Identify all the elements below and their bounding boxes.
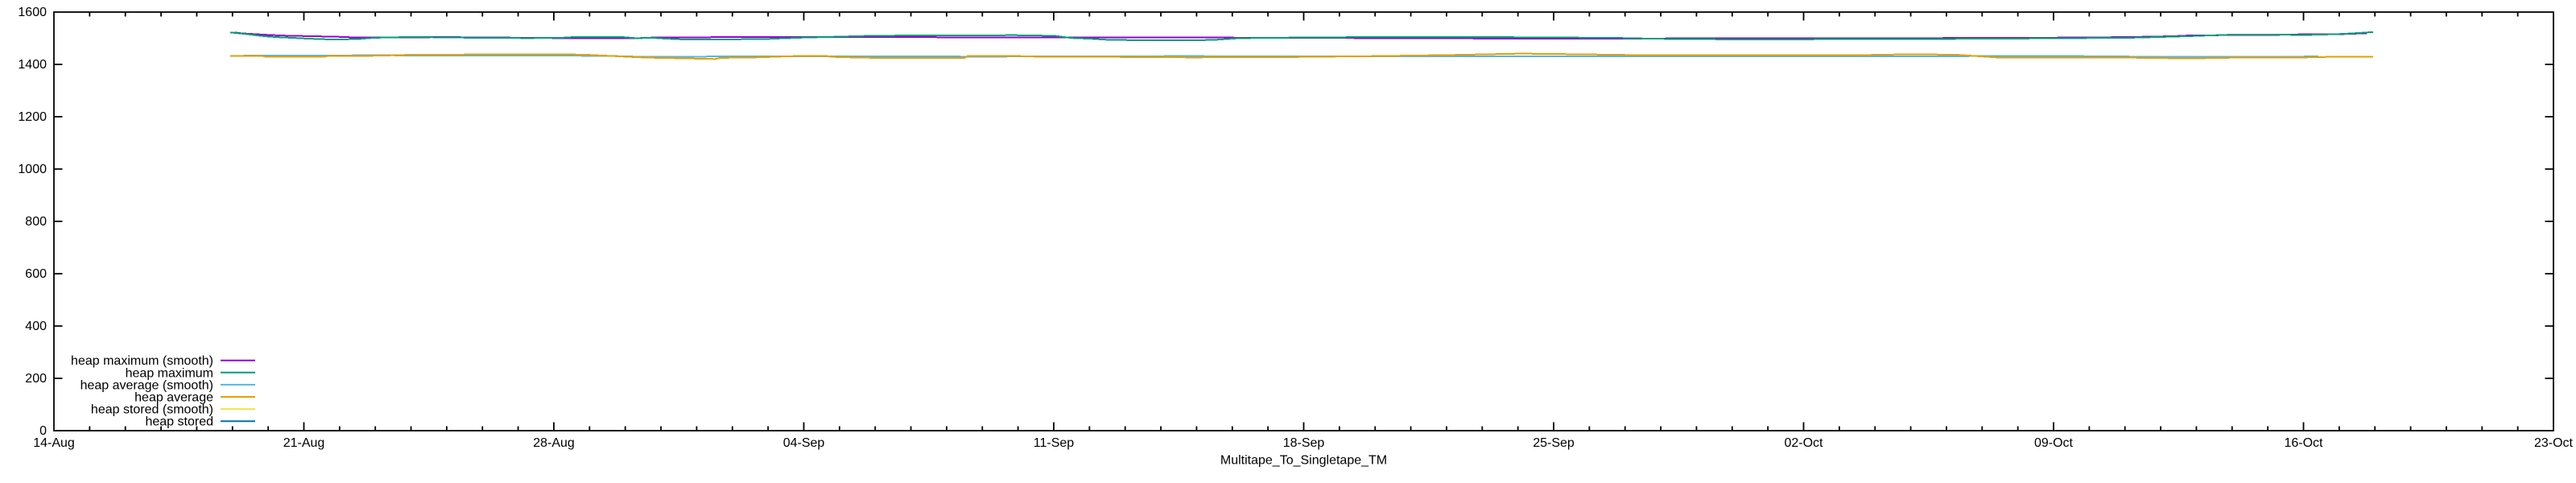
svg-text:18-Sep: 18-Sep [1283,436,1325,450]
svg-text:600: 600 [25,267,47,281]
svg-text:heap average (smooth): heap average (smooth) [80,378,213,392]
svg-text:23-Oct: 23-Oct [2534,436,2574,450]
svg-text:0: 0 [39,424,47,438]
svg-text:heap stored: heap stored [145,415,213,429]
svg-text:28-Aug: 28-Aug [533,436,575,450]
svg-text:200: 200 [25,372,47,386]
svg-text:21-Aug: 21-Aug [283,436,325,450]
svg-text:09-Oct: 09-Oct [2034,436,2074,450]
svg-text:1200: 1200 [18,110,47,124]
svg-text:heap maximum (smooth): heap maximum (smooth) [71,354,213,368]
svg-text:Multitape_To_Singletape_TM: Multitape_To_Singletape_TM [1220,454,1387,468]
svg-text:02-Oct: 02-Oct [1784,436,1823,450]
svg-text:800: 800 [25,215,47,229]
svg-text:14-Aug: 14-Aug [33,436,75,450]
svg-text:heap average: heap average [134,391,213,405]
svg-text:04-Sep: 04-Sep [783,436,825,450]
svg-text:16-Oct: 16-Oct [2284,436,2323,450]
svg-text:1400: 1400 [18,58,47,72]
svg-text:heap maximum: heap maximum [126,366,213,380]
svg-text:11-Sep: 11-Sep [1034,436,1075,450]
svg-text:1000: 1000 [18,163,47,176]
svg-text:heap stored (smooth): heap stored (smooth) [91,403,213,417]
svg-text:25-Sep: 25-Sep [1533,436,1575,450]
svg-text:1600: 1600 [18,6,47,19]
svg-text:400: 400 [25,320,47,333]
